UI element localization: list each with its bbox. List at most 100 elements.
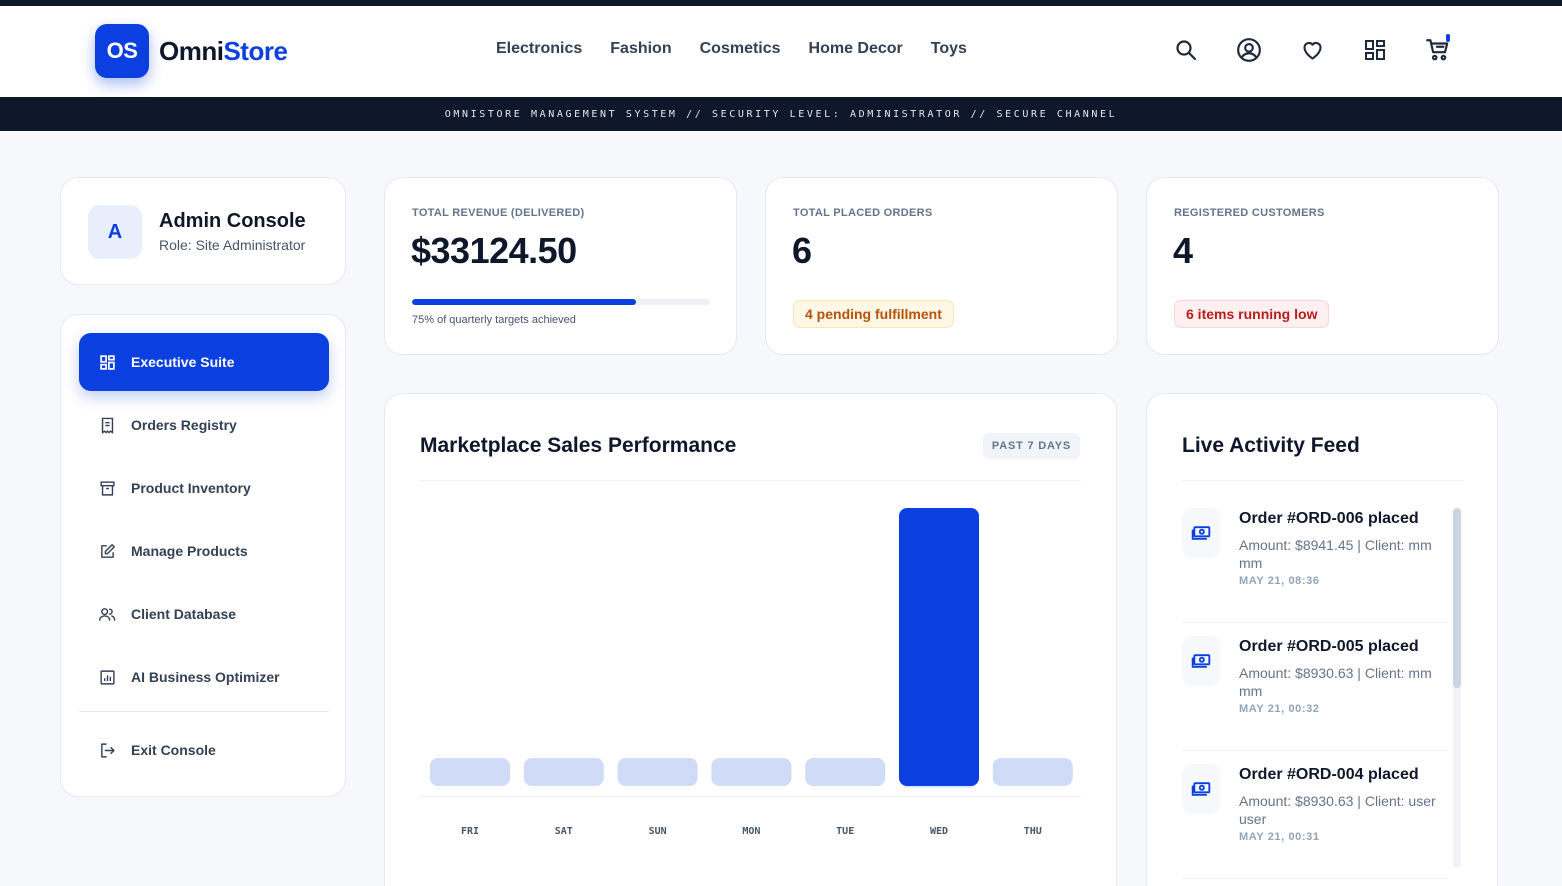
revenue-progress-fill bbox=[412, 299, 636, 305]
feed-separator bbox=[1182, 622, 1448, 623]
logo-text-part1: Omni bbox=[159, 35, 224, 66]
feed-item-desc: Amount: $8930.63 | Client: user user bbox=[1239, 793, 1436, 827]
activity-feed-card: Live Activity Feed Order #ORD-006 placed… bbox=[1146, 393, 1498, 886]
feed-item[interactable]: Order #ORD-006 placed Amount: $8941.45 |… bbox=[1182, 496, 1448, 624]
x-tick-label: TUE bbox=[836, 826, 854, 837]
sales-bar-chart: FRI SAT SUN MON TUE WED THU bbox=[430, 508, 1073, 837]
bar-fri[interactable] bbox=[430, 758, 510, 786]
stat-value: 6 bbox=[792, 230, 812, 271]
sidebar-item-client-database[interactable]: Client Database bbox=[79, 585, 329, 643]
cash-icon bbox=[1182, 764, 1220, 814]
receipt-icon bbox=[97, 415, 117, 435]
feed-item-time: MAY 21, 00:31 bbox=[1239, 831, 1320, 843]
stat-label: TOTAL PLACED ORDERS bbox=[793, 207, 933, 219]
x-tick-label: SAT bbox=[555, 826, 573, 837]
bar-thu[interactable] bbox=[992, 758, 1073, 786]
stat-card-revenue: TOTAL REVENUE (DELIVERED) $33124.50 75% … bbox=[384, 177, 737, 355]
feed-item[interactable]: Order #ORD-005 placed Amount: $8930.63 |… bbox=[1182, 624, 1448, 752]
grid-icon[interactable] bbox=[1361, 36, 1389, 64]
sidebar-item-label: Executive Suite bbox=[131, 354, 235, 370]
sidebar-nav: Executive Suite Orders Registry Product … bbox=[60, 314, 346, 797]
profile-card: A Admin Console Role: Site Administrator bbox=[60, 177, 346, 285]
avatar: A bbox=[88, 205, 142, 259]
sidebar-item-exit-console[interactable]: Exit Console bbox=[79, 721, 329, 779]
sidebar-item-label: Client Database bbox=[131, 606, 237, 622]
stat-label: REGISTERED CUSTOMERS bbox=[1174, 207, 1325, 219]
bar-tue[interactable] bbox=[805, 758, 886, 786]
top-strip bbox=[0, 0, 1562, 6]
period-badge[interactable]: PAST 7 DAYS bbox=[982, 433, 1080, 459]
sidebar-item-ai-business-optimizer[interactable]: AI Business Optimizer bbox=[79, 648, 329, 706]
logo-badge: OS bbox=[95, 24, 149, 78]
feed-separator bbox=[1182, 878, 1448, 879]
feed-header-divider bbox=[1182, 480, 1463, 481]
x-tick-label: THU bbox=[1024, 826, 1042, 837]
logo-text: OmniStore bbox=[159, 35, 288, 67]
x-tick-label: MON bbox=[742, 826, 760, 837]
x-tick-label: FRI bbox=[461, 826, 479, 837]
feed-item-title: Order #ORD-006 placed bbox=[1239, 510, 1419, 527]
chart-header-divider bbox=[420, 480, 1081, 481]
cart-badge bbox=[1446, 34, 1450, 42]
feed-item-time: MAY 21, 00:32 bbox=[1239, 703, 1320, 715]
bar-sun[interactable] bbox=[617, 758, 698, 786]
edit-icon bbox=[97, 541, 117, 561]
low-stock-badge: 6 items running low bbox=[1174, 300, 1330, 328]
heart-icon[interactable] bbox=[1298, 36, 1326, 64]
nav-home-decor[interactable]: Home Decor bbox=[808, 40, 903, 57]
logout-icon bbox=[97, 740, 117, 760]
feed-item-title: Order #ORD-004 placed bbox=[1239, 766, 1419, 783]
sales-chart-card: Marketplace Sales Performance PAST 7 DAY… bbox=[384, 393, 1117, 886]
header-actions bbox=[1172, 34, 1452, 64]
nav-toys[interactable]: Toys bbox=[930, 40, 967, 57]
sidebar-item-label: AI Business Optimizer bbox=[131, 669, 280, 685]
stat-card-customers: REGISTERED CUSTOMERS 4 6 items running l… bbox=[1146, 177, 1499, 355]
cart-icon[interactable] bbox=[1424, 34, 1452, 64]
feed-scrollbar[interactable] bbox=[1453, 508, 1461, 868]
site-header: OS OmniStore Electronics Fashion Cosmeti… bbox=[0, 6, 1562, 97]
archive-icon bbox=[97, 478, 117, 498]
sidebar-item-manage-products[interactable]: Manage Products bbox=[79, 522, 329, 580]
search-icon[interactable] bbox=[1172, 36, 1200, 64]
category-nav: Electronics Fashion Cosmetics Home Decor… bbox=[496, 40, 967, 58]
stat-label: TOTAL REVENUE (DELIVERED) bbox=[412, 207, 585, 219]
cash-icon bbox=[1182, 508, 1220, 558]
profile-name: Admin Console bbox=[159, 210, 306, 232]
sidebar-item-orders-registry[interactable]: Orders Registry bbox=[79, 396, 329, 454]
x-tick-label: SUN bbox=[649, 826, 667, 837]
dashboard-icon bbox=[97, 352, 117, 372]
feed-item[interactable]: Order #ORD-004 placed Amount: $8930.63 |… bbox=[1182, 752, 1448, 880]
chart-title: Marketplace Sales Performance bbox=[420, 434, 737, 457]
sidebar-item-label: Product Inventory bbox=[131, 480, 251, 496]
feed-item-desc: Amount: $8930.63 | Client: mm mm bbox=[1239, 665, 1432, 699]
sidebar-item-executive-suite[interactable]: Executive Suite bbox=[79, 333, 329, 391]
bar-wed[interactable] bbox=[899, 508, 979, 786]
feed-scrollbar-thumb[interactable] bbox=[1453, 508, 1461, 688]
logo[interactable]: OS OmniStore bbox=[95, 24, 288, 78]
sidebar-item-label: Exit Console bbox=[131, 742, 216, 758]
nav-fashion[interactable]: Fashion bbox=[610, 40, 672, 57]
nav-cosmetics[interactable]: Cosmetics bbox=[699, 40, 781, 57]
stat-value: 4 bbox=[1173, 230, 1193, 271]
bar-mon[interactable] bbox=[711, 758, 792, 786]
bar-sat[interactable] bbox=[523, 758, 604, 786]
feed-item-time: MAY 21, 08:36 bbox=[1239, 575, 1320, 587]
feed-title: Live Activity Feed bbox=[1182, 434, 1360, 457]
nav-electronics[interactable]: Electronics bbox=[496, 40, 583, 57]
revenue-progress-bar bbox=[412, 299, 710, 305]
logo-text-part2: Store bbox=[223, 35, 288, 66]
chart-icon bbox=[97, 667, 117, 687]
x-tick-label: WED bbox=[930, 826, 948, 837]
account-icon[interactable] bbox=[1235, 36, 1263, 64]
pending-badge: 4 pending fulfillment bbox=[793, 300, 954, 328]
users-icon bbox=[97, 604, 117, 624]
progress-note: 75% of quarterly targets achieved bbox=[412, 314, 576, 326]
chart-baseline bbox=[420, 796, 1081, 797]
sidebar-divider bbox=[79, 711, 329, 712]
sidebar-item-label: Orders Registry bbox=[131, 417, 237, 433]
sidebar-item-label: Manage Products bbox=[131, 543, 248, 559]
stat-card-orders: TOTAL PLACED ORDERS 6 4 pending fulfillm… bbox=[765, 177, 1118, 355]
sidebar-item-product-inventory[interactable]: Product Inventory bbox=[79, 459, 329, 517]
security-banner: OMNISTORE MANAGEMENT SYSTEM // SECURITY … bbox=[0, 97, 1562, 131]
stat-value: $33124.50 bbox=[411, 230, 577, 271]
